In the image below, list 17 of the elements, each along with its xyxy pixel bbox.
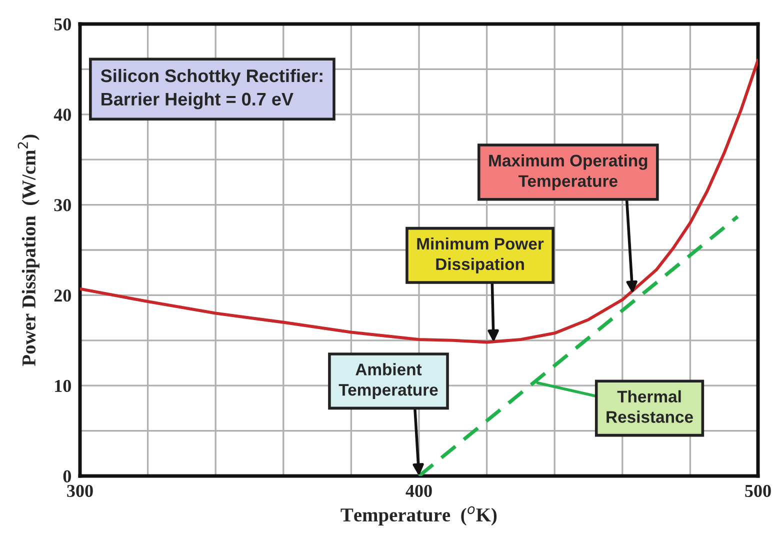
line-series	[80, 58, 758, 344]
annotation: Ambient Temperature	[338, 363, 438, 400]
y-tick-label: 20	[54, 289, 71, 302]
annotation: Thermal Resistance	[606, 390, 693, 423]
annotation: Maximum Operating Temperature	[489, 154, 648, 190]
y-tick-label: 10	[55, 380, 71, 392]
y-tick-label: 40	[54, 108, 71, 121]
y-tick-label: 50	[54, 18, 71, 30]
x-tick-label: 400	[406, 484, 432, 498]
annotation: Silicon Schottky Rectifier: Barrier Height = 0.7 eV	[100, 68, 322, 110]
y-tick-label: 0	[63, 470, 71, 482]
x-tick-label: 500	[745, 484, 771, 498]
y-tick-label: 30	[54, 199, 71, 212]
y-axis-title: Power Dissipation (W/cm$^{2}$)	[18, 134, 40, 366]
x-tick-label: 300	[67, 484, 93, 498]
annotation: Minimum Power Dissipation	[417, 237, 544, 274]
x-axis-title: Temperature ($^{o}$K)	[340, 506, 497, 526]
